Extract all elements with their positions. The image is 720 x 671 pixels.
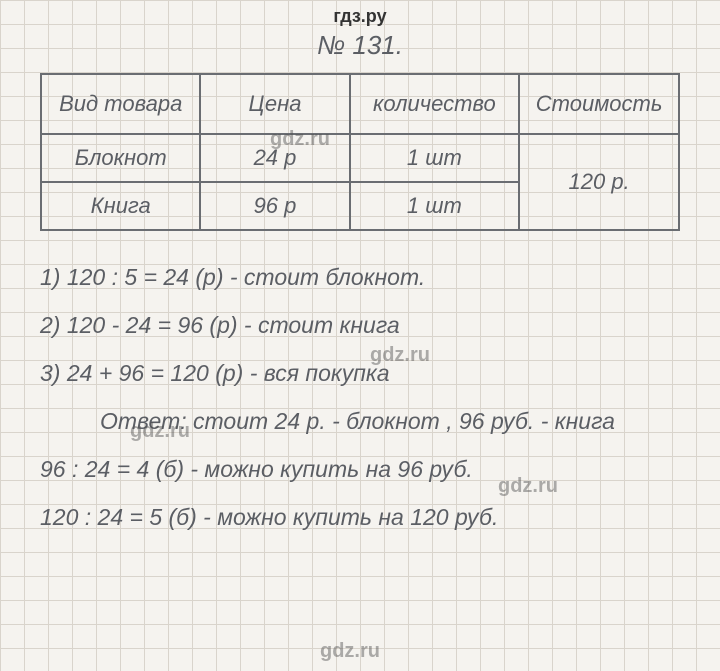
extra-line: 96 : 24 = 4 (б) - можно купить на 96 руб… [40,445,700,493]
table-cell: 24 р [200,134,349,182]
table-cell: Блокнот [41,134,200,182]
col-header: количество [350,74,520,134]
table-cell: 1 шт [350,182,520,230]
answer-line: Ответ: стоит 24 р. - блокнот , 96 руб. -… [40,397,700,445]
extra-line: 120 : 24 = 5 (б) - можно купить на 120 р… [40,493,700,541]
table-header-row: Вид товара Цена количество Стоимость [41,74,679,134]
step-line: 1) 120 : 5 = 24 (р) - стоит блокнот. [40,253,700,301]
table-cell: 1 шт [350,134,520,182]
worksheet-content: № 131. Вид товара Цена количество Стоимо… [0,0,720,541]
col-header: Цена [200,74,349,134]
solution-steps: 1) 120 : 5 = 24 (р) - стоит блокнот. 2) … [0,253,720,397]
step-line: 3) 24 + 96 = 120 (р) - вся покупка [40,349,700,397]
table-cell: 96 р [200,182,349,230]
additional-steps: 96 : 24 = 4 (б) - можно купить на 96 руб… [0,445,720,541]
exercise-number: № 131. [0,30,720,61]
answer-block: Ответ: стоит 24 р. - блокнот , 96 руб. -… [0,397,720,445]
col-header: Вид товара [41,74,200,134]
data-table: Вид товара Цена количество Стоимость Бло… [40,73,680,231]
site-header: гдз.ру [0,6,720,27]
table-cell: 120 р. [519,134,679,230]
col-header: Стоимость [519,74,679,134]
table-row: Блокнот 24 р 1 шт 120 р. [41,134,679,182]
table-cell: Книга [41,182,200,230]
step-line: 2) 120 - 24 = 96 (р) - стоит книга [40,301,700,349]
